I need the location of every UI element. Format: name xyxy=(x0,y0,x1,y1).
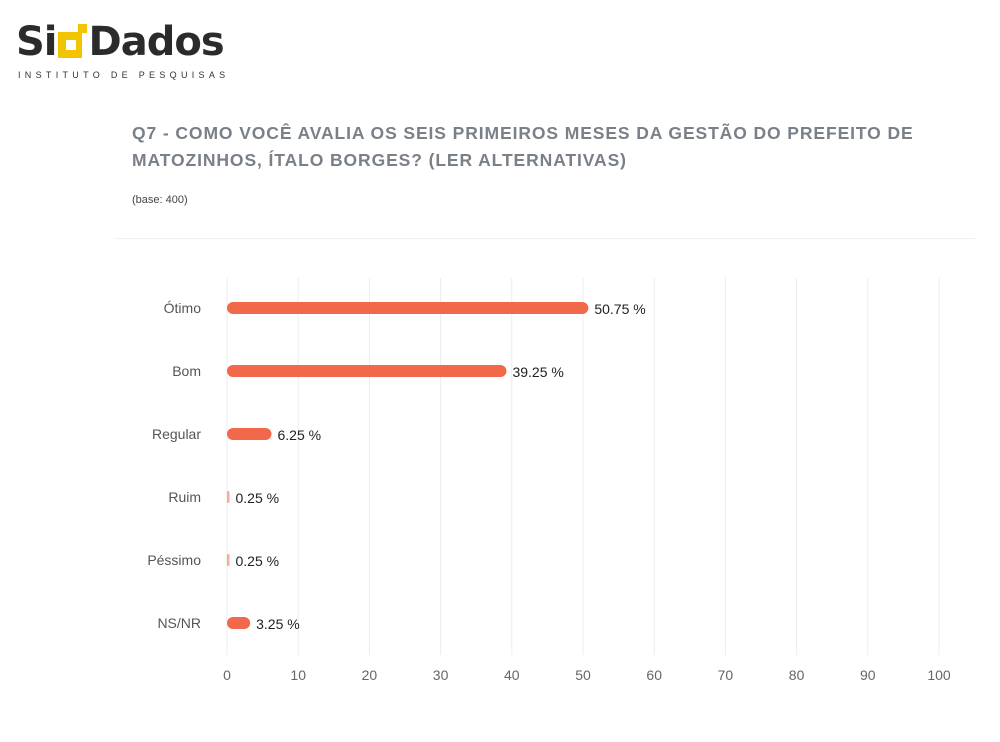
bar xyxy=(227,554,230,566)
category-label: Ruim xyxy=(168,489,201,505)
x-tick-label: 70 xyxy=(718,667,734,683)
x-tick-label: 0 xyxy=(223,667,231,683)
x-tick-label: 100 xyxy=(927,667,951,683)
logo-wordmark: Si Dados xyxy=(16,19,225,65)
header-divider xyxy=(115,238,975,239)
data-label: 39.25 % xyxy=(512,364,563,380)
x-tick-label: 30 xyxy=(433,667,449,683)
data-label: 6.25 % xyxy=(278,427,322,443)
bar xyxy=(227,302,589,314)
bar xyxy=(227,428,272,440)
category-label: Regular xyxy=(152,426,201,442)
x-tick-label: 20 xyxy=(362,667,378,683)
x-tick-label: 90 xyxy=(860,667,876,683)
x-tick-label: 10 xyxy=(290,667,306,683)
x-tick-label: 80 xyxy=(789,667,805,683)
category-label: Péssimo xyxy=(147,552,201,568)
data-label: 50.75 % xyxy=(594,301,645,317)
category-label: Ótimo xyxy=(164,300,202,316)
x-tick-label: 60 xyxy=(646,667,662,683)
logo-text-left: Si xyxy=(16,19,58,65)
category-label: NS/NR xyxy=(157,615,201,631)
x-tick-label: 50 xyxy=(575,667,591,683)
logo-square-icon xyxy=(57,24,88,60)
logo: Si Dados INSTITUTO DE PESQUISAS xyxy=(16,14,226,84)
data-label: 0.25 % xyxy=(236,490,280,506)
bar xyxy=(227,617,251,629)
logo-text-right: Dados xyxy=(88,19,225,65)
data-label: 3.25 % xyxy=(256,616,300,632)
bar xyxy=(227,365,507,377)
chart-base-note: (base: 400) xyxy=(132,194,188,206)
category-label: Bom xyxy=(172,363,201,379)
chart-title: Q7 - COMO VOCÊ AVALIA OS SEIS PRIMEIROS … xyxy=(132,123,914,170)
x-tick-label: 40 xyxy=(504,667,520,683)
data-label: 0.25 % xyxy=(236,553,280,569)
bar xyxy=(227,491,230,503)
logo-tagline: INSTITUTO DE PESQUISAS xyxy=(18,70,230,80)
